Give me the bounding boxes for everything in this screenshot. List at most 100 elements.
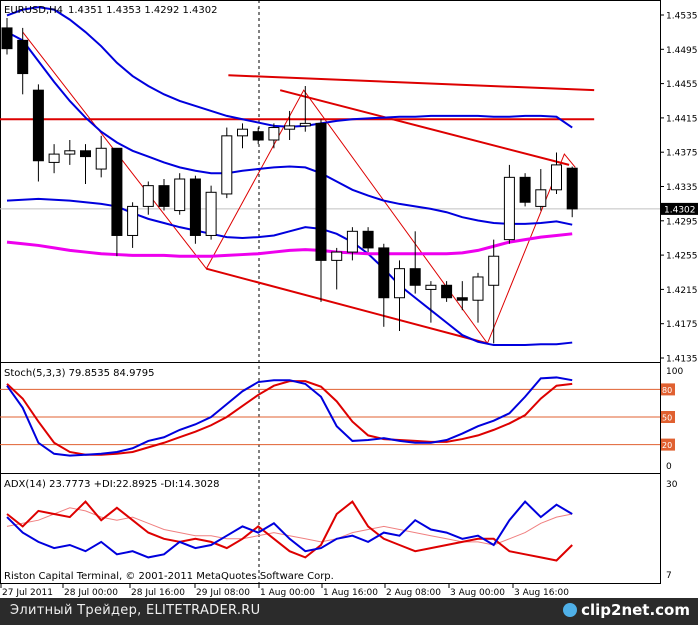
candle-bull-body bbox=[221, 135, 233, 195]
candle bbox=[456, 281, 468, 311]
candle-bear-body bbox=[378, 247, 390, 299]
candle-bull-body bbox=[174, 178, 186, 212]
candle bbox=[284, 110, 296, 140]
stoch-level-label: 80 bbox=[662, 386, 672, 395]
moving-average-line bbox=[6, 232, 573, 258]
candle-bear-body bbox=[32, 89, 44, 162]
candle-bear-body bbox=[1, 27, 13, 50]
candle bbox=[472, 272, 484, 323]
y-tick-label: 1.4135 bbox=[666, 355, 698, 365]
candle-bull-body bbox=[268, 127, 280, 141]
y-tick-label: 1.4535 bbox=[666, 12, 698, 22]
symbol-label: EURUSD,H4 bbox=[4, 5, 63, 16]
candle bbox=[252, 127, 264, 145]
y-tick-label: 1.4415 bbox=[666, 114, 698, 124]
candle-bull-body bbox=[535, 189, 547, 207]
adx-main-line bbox=[6, 507, 573, 546]
stoch-level-label: 20 bbox=[662, 441, 672, 450]
candle-bull-body bbox=[48, 153, 60, 163]
x-tick-label: 3 Aug 00:00 bbox=[450, 588, 505, 598]
candle-bull-body bbox=[64, 150, 76, 155]
candle-bear-body bbox=[456, 297, 468, 301]
candle bbox=[17, 27, 29, 95]
candle-bear-body bbox=[158, 185, 170, 207]
candle bbox=[331, 247, 343, 290]
candle-bull-body bbox=[488, 255, 500, 286]
watermark-text: Элитный Трейдер, ELITETRADER.RU bbox=[10, 603, 261, 618]
candle-bear-body bbox=[17, 39, 29, 75]
candle bbox=[315, 119, 327, 302]
candle bbox=[158, 179, 170, 211]
candle bbox=[174, 173, 186, 215]
candle-bear-body bbox=[409, 268, 421, 286]
x-tick-label: 27 Jul 2011 bbox=[2, 588, 53, 598]
candle bbox=[95, 135, 107, 178]
chart-canvas: 1.4535 1.4495 1.4455 1.4415 1.4375 1.4335 1.42… bbox=[0, 0, 698, 598]
adx-tick-label: 30 bbox=[666, 480, 678, 490]
candle bbox=[346, 227, 358, 261]
candle bbox=[488, 239, 500, 344]
band-middle-line bbox=[6, 31, 573, 226]
copyright-text: Riston Capital Terminal, © 2001-2011 Met… bbox=[4, 571, 334, 582]
candle-bear-body bbox=[80, 150, 91, 158]
trend-line bbox=[279, 89, 570, 166]
candle bbox=[237, 123, 248, 149]
candle bbox=[1, 17, 13, 55]
candle-bull-body bbox=[127, 205, 139, 236]
candle-bear-body bbox=[315, 122, 327, 261]
adx-tick-label: 7 bbox=[666, 571, 672, 581]
candle-bull-body bbox=[237, 128, 248, 137]
y-tick-label: 1.4255 bbox=[666, 252, 698, 262]
x-tick-label: 29 Jul 08:00 bbox=[196, 588, 250, 598]
stoch-main-line bbox=[6, 376, 573, 457]
candle-bull-body bbox=[472, 276, 484, 301]
current-price-tag bbox=[661, 202, 698, 215]
stoch-label: Stoch(5,3,3) 79.8535 84.9795 bbox=[4, 368, 155, 379]
brand-logo: clip2net.com bbox=[563, 601, 690, 619]
candle bbox=[362, 227, 374, 253]
candle bbox=[535, 169, 547, 211]
y-tick-label: 1.4335 bbox=[666, 183, 698, 193]
x-tick-label: 28 Jul 16:00 bbox=[131, 588, 185, 598]
stoch-level-tag bbox=[661, 411, 675, 423]
candle bbox=[111, 147, 123, 257]
stoch-tick-label: 0 bbox=[666, 462, 672, 472]
y-tick-label: 1.4375 bbox=[666, 149, 698, 159]
x-tick-label: 28 Jul 00:00 bbox=[64, 588, 118, 598]
candle-bear-body bbox=[519, 176, 531, 203]
candle-bull-body bbox=[284, 125, 296, 130]
candle bbox=[519, 173, 531, 207]
y-tick-label: 1.4295 bbox=[666, 217, 698, 227]
y-tick-label: 1.4175 bbox=[666, 320, 698, 330]
candle bbox=[409, 231, 421, 294]
candle-bull-body bbox=[331, 251, 343, 261]
candle bbox=[566, 166, 578, 218]
candle-bull-body bbox=[205, 191, 217, 236]
adx-label: ADX(14) 23.7773 +DI:22.8925 -DI:14.3028 bbox=[4, 479, 220, 490]
candle bbox=[441, 281, 453, 302]
candle bbox=[268, 123, 280, 149]
candle bbox=[189, 175, 201, 244]
candle bbox=[425, 281, 437, 323]
candle bbox=[299, 86, 311, 132]
adx-plus-di-line bbox=[6, 500, 573, 559]
candle bbox=[127, 202, 139, 248]
adx-minus-di-line bbox=[6, 500, 573, 562]
candle bbox=[64, 139, 76, 165]
band-lower-line bbox=[6, 197, 573, 347]
candle-bear-body bbox=[566, 167, 578, 210]
ohlc-readout: 1.4351 1.4353 1.4292 1.4302 bbox=[68, 5, 218, 16]
candle-bull-body bbox=[95, 147, 107, 170]
current-price-label: 1.4302 bbox=[664, 205, 696, 215]
y-tick-label: 1.4495 bbox=[666, 46, 698, 56]
chart-frame bbox=[0, 0, 661, 584]
candle bbox=[378, 243, 390, 327]
candle bbox=[551, 152, 562, 194]
candle-bull-body bbox=[394, 268, 405, 299]
stoch-level-tag bbox=[661, 383, 675, 396]
candle bbox=[221, 127, 233, 199]
y-tick-label: 1.4215 bbox=[666, 286, 698, 296]
stoch-tick-label: 100 bbox=[666, 367, 683, 377]
candle bbox=[48, 144, 60, 174]
stoch-level-tag bbox=[661, 438, 675, 451]
